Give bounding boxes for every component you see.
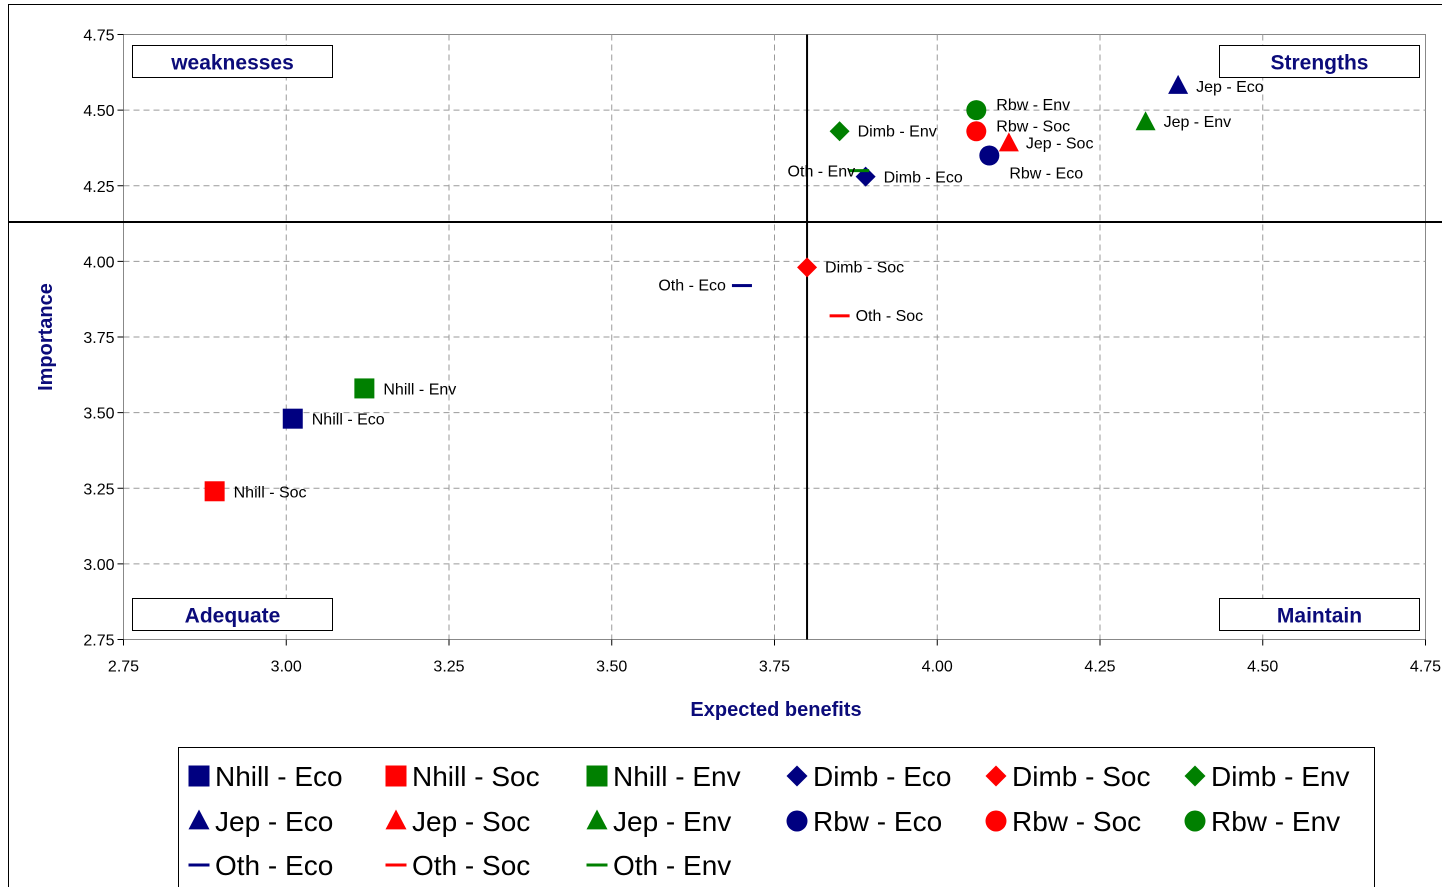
marker-oth-eco xyxy=(732,284,752,287)
y-tick-label: 4.00 xyxy=(83,254,114,271)
x-tick-label: 2.75 xyxy=(108,659,139,676)
quadrant-label-bottom-right: Maintain xyxy=(1277,605,1362,628)
legend-marker-oth-env xyxy=(587,864,608,867)
legend-label: Dimb - Soc xyxy=(1012,761,1150,792)
data-label-oth-soc: Oth - Soc xyxy=(856,308,924,325)
marker-nhill-env xyxy=(354,378,374,398)
data-label-oth-eco: Oth - Eco xyxy=(658,278,726,295)
legend-marker-rbw-env xyxy=(1185,811,1206,832)
legend-label: Rbw - Env xyxy=(1211,806,1340,837)
data-label-rbw-eco: Rbw - Eco xyxy=(1009,166,1083,183)
x-tick-label: 4.50 xyxy=(1247,659,1278,676)
legend-label: Oth - Env xyxy=(613,850,731,881)
data-label-dimb-eco: Dimb - Eco xyxy=(884,170,963,187)
y-tick-label: 2.75 xyxy=(83,633,114,650)
y-tick-label: 3.50 xyxy=(83,406,114,423)
data-label-dimb-soc: Dimb - Soc xyxy=(825,259,904,276)
legend-marker-oth-soc xyxy=(386,864,407,867)
data-label-oth-env: Oth - Env xyxy=(788,164,856,181)
point-nhill-eco: Nhill - Eco xyxy=(283,409,385,429)
legend-label: Nhill - Eco xyxy=(215,761,343,792)
x-tick-label: 4.00 xyxy=(922,659,953,676)
x-tick-label: 3.00 xyxy=(271,659,302,676)
y-tick-label: 3.25 xyxy=(83,481,114,498)
x-tick-label: 4.75 xyxy=(1410,659,1441,676)
data-label-nhill-env: Nhill - Env xyxy=(383,381,456,398)
quadrant-label-top-left: weaknesses xyxy=(170,52,294,75)
legend-marker-nhill-soc xyxy=(386,766,407,787)
x-tick-label: 4.25 xyxy=(1084,659,1115,676)
marker-nhill-eco xyxy=(283,409,303,429)
marker-rbw-env xyxy=(966,100,986,120)
y-tick-label: 4.50 xyxy=(83,103,114,120)
quadrant-label-top-right: Strengths xyxy=(1270,52,1368,75)
marker-oth-soc xyxy=(830,314,850,317)
data-label-nhill-soc: Nhill - Soc xyxy=(234,484,307,501)
data-label-dimb-env: Dimb - Env xyxy=(858,123,937,140)
quadrant-label-bottom-left: Adequate xyxy=(185,605,281,628)
data-label-rbw-soc: Rbw - Soc xyxy=(996,118,1070,135)
y-tick-label: 4.25 xyxy=(83,179,114,196)
x-tick-label: 3.75 xyxy=(759,659,790,676)
legend-label: Nhill - Env xyxy=(613,761,741,792)
legend-label: Jep - Env xyxy=(613,806,731,837)
x-tick-label: 3.25 xyxy=(433,659,464,676)
legend-marker-rbw-eco xyxy=(787,811,808,832)
data-label-jep-env: Jep - Env xyxy=(1164,114,1232,131)
data-label-rbw-env: Rbw - Env xyxy=(996,97,1070,114)
x-tick-label: 3.50 xyxy=(596,659,627,676)
legend-marker-rbw-soc xyxy=(986,811,1007,832)
legend-label: Rbw - Eco xyxy=(813,806,942,837)
y-tick-label: 4.75 xyxy=(83,28,114,45)
legend-label: Oth - Eco xyxy=(215,850,333,881)
point-nhill-soc: Nhill - Soc xyxy=(205,481,307,501)
legend-label: Jep - Soc xyxy=(412,806,530,837)
marker-rbw-soc xyxy=(966,121,986,141)
marker-rbw-eco xyxy=(979,146,999,166)
data-label-nhill-eco: Nhill - Eco xyxy=(312,412,385,429)
legend-marker-nhill-env xyxy=(587,766,608,787)
legend-label: Nhill - Soc xyxy=(412,761,540,792)
legend-marker-nhill-eco xyxy=(189,766,210,787)
y-axis-title: Importance xyxy=(35,283,57,391)
legend-label: Jep - Eco xyxy=(215,806,333,837)
legend-label: Dimb - Env xyxy=(1211,761,1349,792)
point-nhill-env: Nhill - Env xyxy=(354,378,456,398)
legend-label: Dimb - Eco xyxy=(813,761,951,792)
legend-label: Rbw - Soc xyxy=(1012,806,1141,837)
y-tick-label: 3.75 xyxy=(83,330,114,347)
x-axis-title: Expected benefits xyxy=(690,699,861,721)
marker-nhill-soc xyxy=(205,481,225,501)
data-label-jep-soc: Jep - Soc xyxy=(1026,135,1094,152)
legend-label: Oth - Soc xyxy=(412,850,530,881)
legend-marker-oth-eco xyxy=(189,864,210,867)
data-label-jep-eco: Jep - Eco xyxy=(1196,79,1264,96)
y-tick-label: 3.00 xyxy=(83,557,114,574)
